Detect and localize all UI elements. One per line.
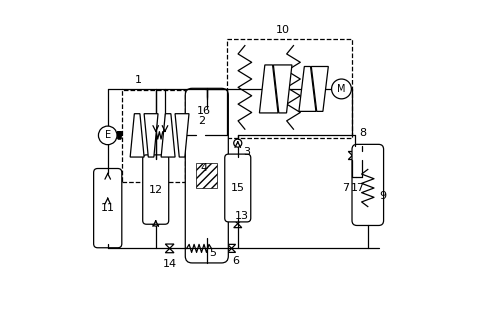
- Polygon shape: [175, 114, 189, 157]
- Text: 13: 13: [235, 211, 249, 221]
- Polygon shape: [227, 248, 236, 253]
- Text: 12: 12: [149, 184, 163, 195]
- Polygon shape: [203, 100, 211, 104]
- Polygon shape: [234, 224, 242, 228]
- Text: 4: 4: [200, 163, 207, 173]
- FancyBboxPatch shape: [185, 88, 228, 263]
- Polygon shape: [203, 242, 211, 246]
- Polygon shape: [130, 114, 144, 157]
- Text: M: M: [337, 84, 346, 94]
- Circle shape: [234, 139, 242, 147]
- Polygon shape: [203, 238, 211, 242]
- Polygon shape: [358, 152, 365, 156]
- Text: 10: 10: [275, 25, 290, 35]
- Polygon shape: [165, 244, 174, 248]
- Circle shape: [152, 218, 160, 226]
- Bar: [122, 91, 185, 182]
- Text: 15: 15: [231, 183, 245, 193]
- FancyBboxPatch shape: [225, 154, 251, 222]
- Text: 1: 1: [135, 75, 142, 85]
- Polygon shape: [348, 156, 356, 160]
- Polygon shape: [299, 67, 316, 111]
- Bar: [196, 163, 218, 188]
- Polygon shape: [358, 156, 365, 159]
- Bar: [227, 39, 353, 138]
- Polygon shape: [259, 65, 278, 113]
- Polygon shape: [201, 131, 205, 140]
- Polygon shape: [311, 67, 328, 111]
- FancyBboxPatch shape: [143, 155, 169, 224]
- Polygon shape: [196, 131, 201, 140]
- Text: 16: 16: [197, 106, 211, 116]
- Polygon shape: [348, 151, 356, 156]
- Polygon shape: [203, 104, 211, 108]
- Text: 8: 8: [359, 128, 367, 138]
- Text: 9: 9: [380, 191, 386, 201]
- Polygon shape: [161, 114, 175, 157]
- Polygon shape: [227, 244, 236, 248]
- Text: E: E: [105, 130, 111, 140]
- Text: 11: 11: [101, 203, 115, 213]
- Text: 14: 14: [163, 259, 177, 270]
- Circle shape: [331, 79, 352, 99]
- Text: 6: 6: [232, 256, 239, 266]
- FancyBboxPatch shape: [352, 144, 383, 225]
- Polygon shape: [144, 114, 158, 157]
- FancyBboxPatch shape: [94, 169, 122, 248]
- Polygon shape: [234, 220, 242, 224]
- Text: 2: 2: [198, 116, 205, 127]
- Polygon shape: [165, 248, 174, 253]
- Polygon shape: [273, 65, 292, 113]
- Text: 5: 5: [210, 248, 217, 258]
- Text: 7: 7: [342, 183, 349, 193]
- Circle shape: [98, 126, 117, 145]
- Text: 3: 3: [244, 147, 250, 157]
- Text: 17: 17: [351, 183, 365, 193]
